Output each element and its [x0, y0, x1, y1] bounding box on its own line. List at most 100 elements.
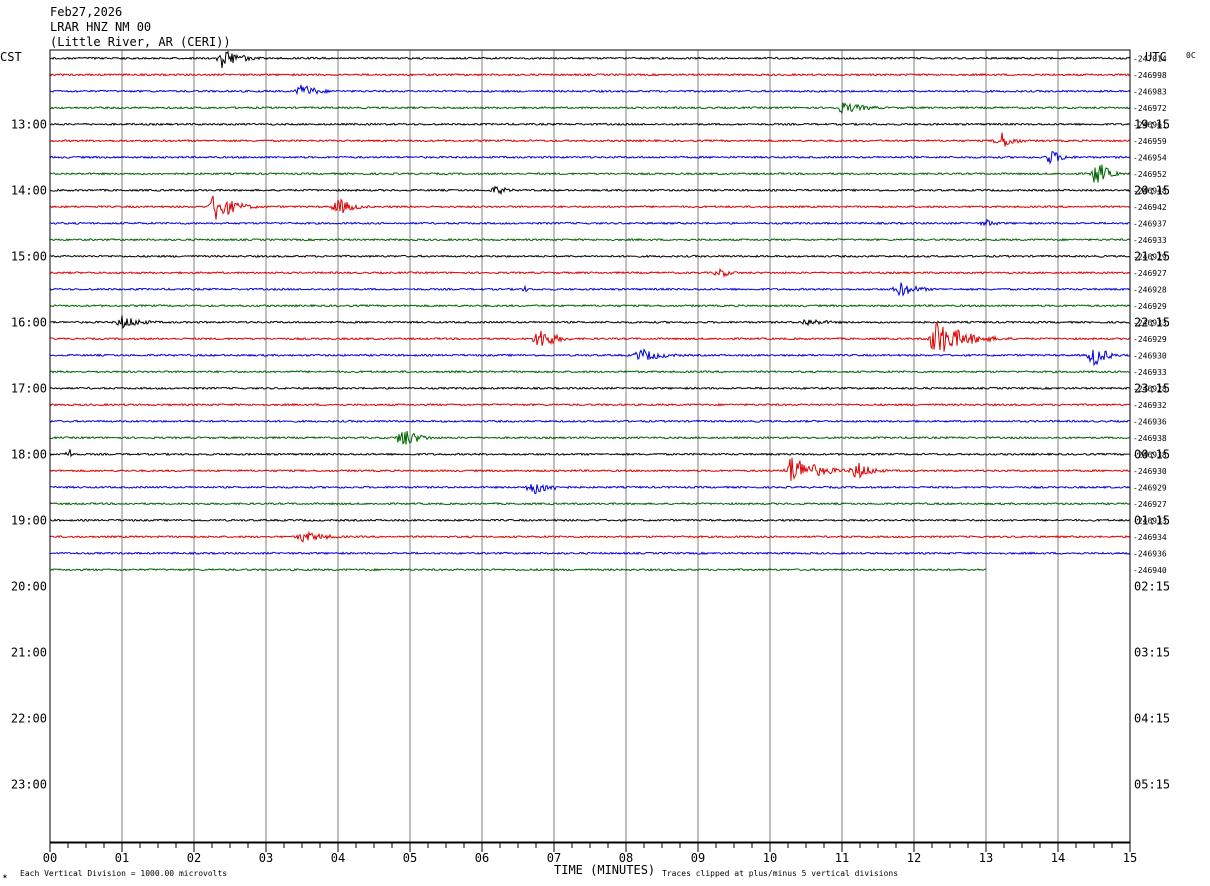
x-tick-label: 11: [835, 851, 849, 865]
right-hour-label: 01:15: [1134, 513, 1170, 527]
x-axis-title: TIME (MINUTES): [554, 863, 655, 877]
trace-row: [49, 72, 1131, 77]
trace-row: [49, 501, 1131, 506]
row-value-label: -246972: [1133, 104, 1167, 113]
minute-gridlines: [121, 50, 1059, 842]
x-tick-label: 13: [979, 851, 993, 865]
right-hour-label: 19:15: [1134, 117, 1170, 131]
left-hour-label: 13:00: [11, 117, 47, 131]
trace-row: [49, 315, 1131, 330]
row-value-label: -246938: [1133, 434, 1167, 443]
row-value-label: -246948: [1133, 186, 1167, 195]
row-value-label: -246933: [1133, 516, 1167, 525]
left-hour-label: 23:00: [11, 777, 47, 791]
x-tick-label: 08: [619, 851, 633, 865]
trace-row: [49, 530, 1131, 543]
right-hour-label: 02:15: [1134, 579, 1170, 593]
corner-tag: 0C: [1186, 51, 1196, 60]
row-value-label: -246929: [1133, 252, 1167, 261]
x-tick-label: 14: [1051, 851, 1065, 865]
trace-row: [49, 457, 1131, 481]
x-tick-label: 10: [763, 851, 777, 865]
x-tick-label: 15: [1123, 851, 1137, 865]
clip-note: Traces clipped at plus/minus 5 vertical …: [662, 869, 898, 878]
plot-frame: [49, 49, 1131, 852]
trace-row: [49, 151, 1131, 165]
x-tick-label: 05: [403, 851, 417, 865]
right-hour-label: 05:15: [1134, 777, 1170, 791]
trace-row: [49, 369, 1131, 374]
left-hour-label: 15:00: [11, 249, 47, 263]
row-value-label: -246933: [1133, 368, 1167, 377]
trace-row: [49, 402, 1131, 407]
right-hour-label: 03:15: [1134, 645, 1170, 659]
row-value-label: -246930: [1133, 351, 1167, 360]
left-hour-label: 16:00: [11, 315, 47, 329]
trace-row: [49, 430, 1130, 445]
row-value-label: -246959: [1133, 137, 1167, 146]
x-tick-label: 01: [115, 851, 129, 865]
row-value-label: -247014: [1133, 54, 1167, 63]
left-hour-label: 14:00: [11, 183, 47, 197]
trace-row: [49, 321, 1131, 352]
trace-row: [49, 195, 1131, 220]
plot-border: [49, 49, 1131, 843]
row-value-label: -246930: [1133, 467, 1167, 476]
row-value-label: -246933: [1133, 318, 1167, 327]
right-hour-label: 04:15: [1134, 711, 1170, 725]
trace-row: [49, 348, 1131, 367]
x-tick-label: 12: [907, 851, 921, 865]
left-hour-label: 21:00: [11, 645, 47, 659]
row-value-label: -246938: [1133, 450, 1167, 459]
row-value-label: -246940: [1133, 566, 1167, 575]
trace-row: [49, 303, 1131, 308]
x-tick-label: 07: [547, 851, 561, 865]
right-timezone-label: UTC: [1145, 50, 1167, 64]
station-label: LRAR HNZ NM 00: [50, 20, 152, 34]
scale-note: Each Vertical Division = 1000.00 microvo…: [20, 869, 227, 878]
row-value-label: -246998: [1133, 71, 1167, 80]
trace-row: [49, 218, 1131, 227]
trace-row: [49, 419, 1131, 424]
row-value-label: -246952: [1133, 170, 1167, 179]
trace-row: [49, 254, 1131, 258]
trace-row: [49, 484, 1131, 495]
row-value-label: -246942: [1133, 203, 1167, 212]
row-value-label: -246933: [1133, 236, 1167, 245]
trace-row: [49, 164, 1131, 183]
trace-row: [49, 386, 1131, 391]
row-value-label: -246927: [1133, 500, 1167, 509]
row-value-label: -246932: [1133, 401, 1167, 410]
location-label: (Little River, AR (CERI)): [50, 35, 231, 49]
right-hour-label: 23:15: [1134, 381, 1170, 395]
left-hour-label: 18:00: [11, 447, 47, 461]
row-value-label: -246954: [1133, 153, 1167, 162]
row-value-label: -246934: [1133, 533, 1167, 542]
x-tick-label: 02: [187, 851, 201, 865]
right-hour-label: 00:15: [1134, 447, 1170, 461]
left-hour-label: 20:00: [11, 579, 47, 593]
trace-row: [49, 132, 1131, 147]
row-value-label: -246983: [1133, 87, 1167, 96]
trace-row: [49, 282, 1131, 297]
row-value-label: -246928: [1133, 384, 1167, 393]
row-value-label: -246929: [1133, 302, 1167, 311]
row-value-label: -246961: [1133, 120, 1167, 129]
left-timezone-label: CST: [0, 50, 22, 64]
trace-row: [49, 102, 1131, 114]
date-label: Feb27,2026: [50, 5, 123, 19]
left-hour-label: 22:00: [11, 711, 47, 725]
x-tick-label: 03: [259, 851, 273, 865]
row-value-label: -246936: [1133, 417, 1167, 426]
right-hour-label: 20:15: [1134, 183, 1170, 197]
right-hour-label: 21:15: [1134, 249, 1170, 263]
trace-row: [49, 518, 1131, 523]
trace-row: [49, 185, 1131, 196]
trace-row: [49, 567, 987, 572]
x-tick-label: 04: [331, 851, 345, 865]
logo-icon: ✶: [2, 873, 8, 881]
axis-labels: 00 01 02 03 04 05 06 07 08 09 10 11 12 13 14 15 13:00 14:…: [11, 54, 1170, 865]
row-value-label: -246937: [1133, 219, 1167, 228]
trace-row: [49, 551, 1131, 556]
